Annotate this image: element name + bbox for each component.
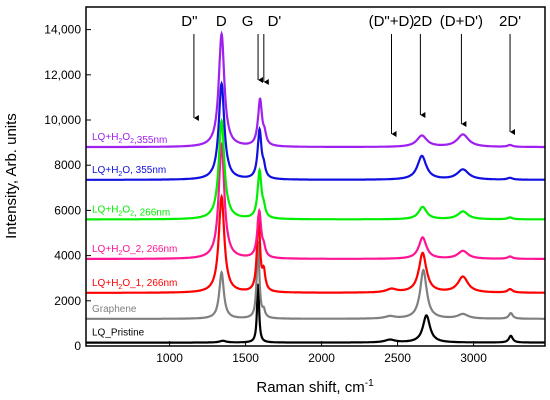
series-line-4 xyxy=(86,117,545,221)
series-labels: LQ_Pristine Graphene LQ+H2O_1, 266nm LQ+H2O… xyxy=(92,132,177,338)
x-axis-label-superscript: -1 xyxy=(365,378,374,389)
annotation-label: D" xyxy=(181,13,197,30)
y-tick-label: 10,000 xyxy=(44,113,81,127)
y-tick-label: 2000 xyxy=(54,294,81,308)
plot-frame xyxy=(85,6,546,347)
series-label-5: LQ+H2O, 355nm xyxy=(92,165,166,178)
x-tick-label: 2500 xyxy=(384,351,411,365)
series-label-1: Graphene xyxy=(92,304,137,315)
series-label-0: LQ_Pristine xyxy=(92,328,145,339)
x-axis-label-text: Raman shift, cm xyxy=(256,379,364,396)
annotation-label: (D"+D) xyxy=(369,13,415,30)
annotation-label: D' xyxy=(268,13,282,30)
series-label-2: LQ+H2O_1, 266nm xyxy=(92,278,177,291)
annotation-label: G xyxy=(242,13,254,30)
annotation-label: (D+D') xyxy=(440,13,483,30)
series-line-5 xyxy=(86,80,545,181)
y-tick-label: 0 xyxy=(74,339,81,353)
y-tick-label: 12,000 xyxy=(44,68,81,82)
x-tick-label: 3000 xyxy=(460,351,487,365)
annotation-label: D xyxy=(216,13,227,30)
series-line-0 xyxy=(86,283,545,344)
series-line-3 xyxy=(86,141,545,260)
series-lines xyxy=(86,30,545,344)
y-tick-label: 4000 xyxy=(54,249,81,263)
y-tick-label: 14,000 xyxy=(44,23,81,37)
series-label-3: LQ+H2O_2, 266nm xyxy=(92,244,177,257)
x-tick-label: 2000 xyxy=(308,351,335,365)
peak-annotations: D" D G D' (D"+D)2D (D+D') 2D' xyxy=(181,13,521,137)
series-label-4: LQ+H2O2, 266nm xyxy=(92,204,170,218)
x-tick-label: 1500 xyxy=(232,351,259,365)
x-axis-label: Raman shift, cm-1 xyxy=(256,378,374,396)
series-line-6 xyxy=(86,30,545,149)
y-axis-label: Intensity, Arb. units xyxy=(3,113,20,239)
x-tick-label: 1000 xyxy=(156,351,183,365)
y-tick-label: 6000 xyxy=(54,203,81,217)
annotation-label: 2D' xyxy=(499,13,521,30)
axis-ticks: 1000 1500 2000 2500 3000 0 2000 4000 6000 8000 10,… xyxy=(44,23,487,365)
series-line-2 xyxy=(86,193,545,294)
series-label-6: LQ+H2O2,355nm xyxy=(92,132,167,146)
series-line-1 xyxy=(86,241,545,320)
annotation-label: 2D xyxy=(413,13,432,30)
y-tick-label: 8000 xyxy=(54,158,81,172)
